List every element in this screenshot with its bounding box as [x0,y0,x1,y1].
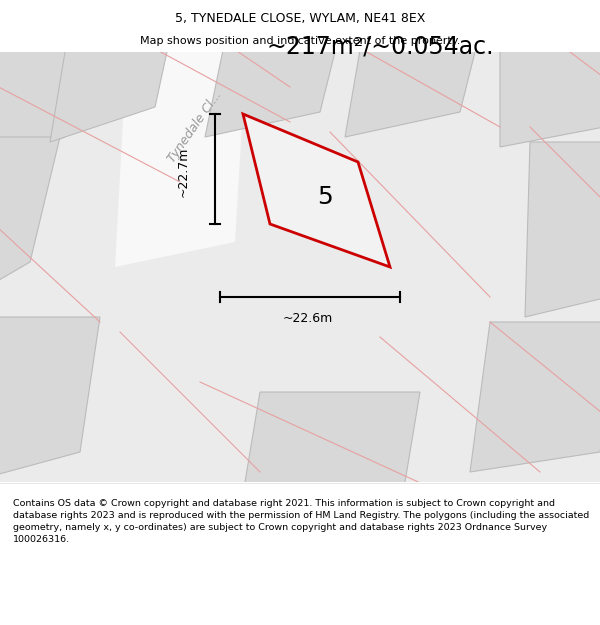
Text: ~22.6m: ~22.6m [283,312,333,325]
Polygon shape [0,317,100,482]
Polygon shape [115,0,250,267]
Polygon shape [240,392,420,512]
Polygon shape [205,0,350,137]
Text: Tynedale Cl...: Tynedale Cl... [166,89,224,166]
Text: ~22.7m: ~22.7m [177,147,190,198]
Polygon shape [525,142,600,317]
Polygon shape [0,137,60,297]
Polygon shape [243,114,390,267]
Polygon shape [50,0,180,142]
Text: 5: 5 [317,185,333,209]
Polygon shape [0,0,95,172]
Polygon shape [470,322,600,472]
Polygon shape [345,0,490,137]
Text: 5, TYNEDALE CLOSE, WYLAM, NE41 8EX: 5, TYNEDALE CLOSE, WYLAM, NE41 8EX [175,12,425,25]
Text: Map shows position and indicative extent of the property.: Map shows position and indicative extent… [140,36,460,46]
Polygon shape [500,0,600,147]
Text: ~217m²/~0.054ac.: ~217m²/~0.054ac. [266,35,494,59]
Text: Contains OS data © Crown copyright and database right 2021. This information is : Contains OS data © Crown copyright and d… [13,499,589,544]
